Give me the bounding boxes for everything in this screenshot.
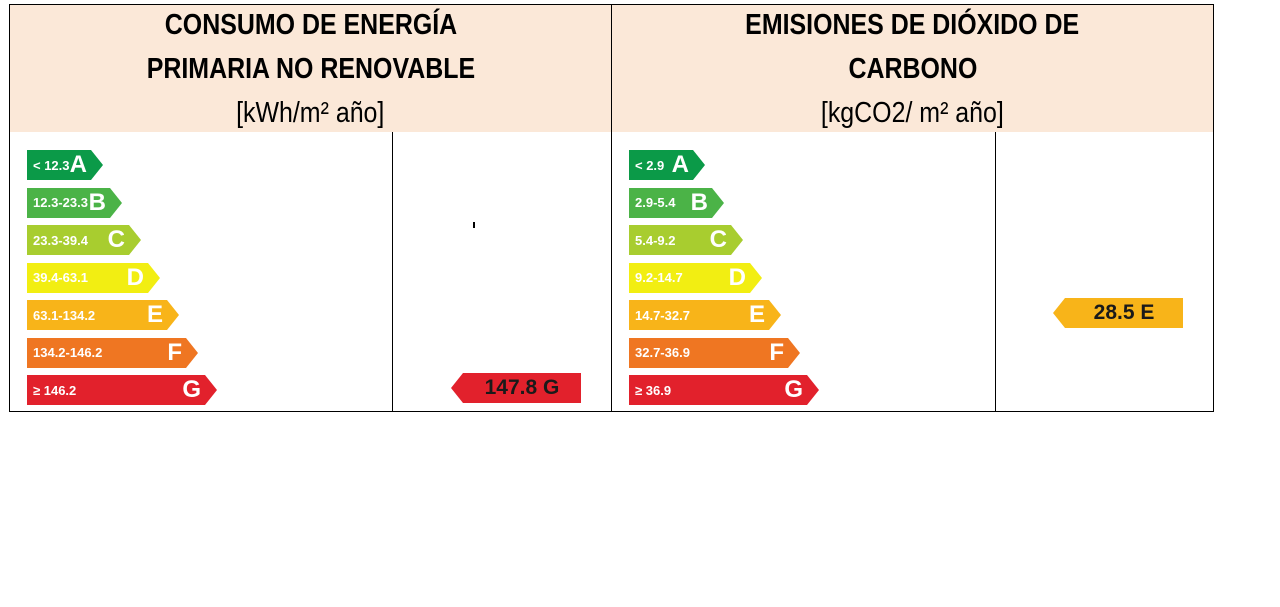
emissions-rating-arrow-tip <box>1053 298 1065 328</box>
energy-title-line2: PRIMARIA NO RENOVABLE <box>146 52 475 85</box>
energy-unit: [kWh/m² año] <box>236 96 385 129</box>
energy-header: CONSUMO DE ENERGÍA PRIMARIA NO RENOVABLE… <box>9 4 612 133</box>
emissions-band-arrow-tip <box>807 375 819 405</box>
emissions-band-arrow-tip <box>693 150 705 180</box>
energy-band-body: < 12.3 A <box>27 150 91 180</box>
energy-band-g: ≥ 146.2 G <box>27 375 217 405</box>
emissions-band-arrow-tip <box>712 187 724 218</box>
energy-band-a: < 12.3 A <box>27 150 103 180</box>
emissions-band-body: 9.2-14.7 D <box>629 262 750 293</box>
emissions-header: EMISIONES DE DIÓXIDO DE CARBONO [kgCO2/ … <box>611 4 1214 133</box>
emissions-band-d: 9.2-14.7 D <box>629 262 762 293</box>
energy-scale: < 12.3 A 12.3-23.3 B 23.3-39.4 C 39.4-63.1 D 63.… <box>9 132 394 412</box>
emissions-scale: < 2.9 A 2.9-5.4 B 5.4-9.2 C 9.2-14.7 D 14.7-32.7… <box>611 132 997 412</box>
energy-value-box: 147.8 G <box>392 132 612 412</box>
energy-rating-label: 147.8 G <box>463 373 581 403</box>
emissions-band-arrow-tip <box>769 300 781 330</box>
emissions-band-body: ≥ 36.9 G <box>629 375 807 405</box>
energy-band-arrow-tip <box>205 375 217 405</box>
energy-band-letter: A <box>69 151 87 178</box>
energy-band-d: 39.4-63.1 D <box>27 262 160 293</box>
energy-band-range: 23.3-39.4 <box>33 232 88 248</box>
emissions-band-letter: B <box>690 188 708 216</box>
energy-band-arrow-tip <box>129 225 141 255</box>
energy-band-body: 39.4-63.1 D <box>27 262 148 293</box>
energy-band-arrow-tip <box>91 150 103 180</box>
energy-band-range: 12.3-23.3 <box>33 195 88 210</box>
energy-band-range: ≥ 146.2 <box>33 382 77 398</box>
energy-title-line1: CONSUMO DE ENERGÍA <box>164 8 457 41</box>
emissions-band-letter: C <box>709 226 727 253</box>
energy-band-e: 63.1-134.2 E <box>27 300 179 330</box>
stray-mark <box>473 222 475 228</box>
energy-band-body: ≥ 146.2 G <box>27 375 205 405</box>
energy-band-letter: E <box>146 301 163 328</box>
energy-rating-indicator: 147.8 G <box>451 373 581 403</box>
emissions-band-letter: E <box>748 301 765 328</box>
emissions-band-range: 14.7-32.7 <box>635 307 690 323</box>
energy-band-c: 23.3-39.4 C <box>27 225 141 255</box>
emissions-value-box: 28.5 E <box>995 132 1214 412</box>
energy-band-arrow-tip <box>110 187 122 218</box>
emissions-title-line1: EMISIONES DE DIÓXIDO DE <box>745 8 1080 41</box>
emissions-band-body: 32.7-36.9 F <box>629 337 788 368</box>
energy-band-range: 39.4-63.1 <box>33 270 88 285</box>
emissions-unit: [kgCO2/ m² año] <box>821 96 1004 129</box>
energy-band-range: < 12.3 <box>33 157 70 173</box>
emissions-band-letter: D <box>728 263 746 291</box>
emissions-band-range: < 2.9 <box>635 157 665 173</box>
emissions-band-range: 9.2-14.7 <box>635 270 683 285</box>
emissions-band-letter: G <box>784 376 803 403</box>
emissions-band-range: 5.4-9.2 <box>635 232 676 248</box>
energy-band-b: 12.3-23.3 B <box>27 187 122 218</box>
emissions-band-body: < 2.9 A <box>629 150 693 180</box>
energy-band-range: 134.2-146.2 <box>33 345 103 360</box>
emissions-band-range: ≥ 36.9 <box>635 382 672 398</box>
emissions-band-arrow-tip <box>788 337 800 368</box>
energy-band-arrow-tip <box>167 300 179 330</box>
emissions-band-arrow-tip <box>731 225 743 255</box>
energy-band-body: 23.3-39.4 C <box>27 225 129 255</box>
emissions-band-f: 32.7-36.9 F <box>629 337 800 368</box>
emissions-title-line2: CARBONO <box>848 52 977 85</box>
energy-band-letter: D <box>126 263 144 291</box>
emissions-band-body: 2.9-5.4 B <box>629 187 712 218</box>
energy-band-letter: B <box>88 188 106 216</box>
energy-band-letter: C <box>107 226 125 253</box>
emissions-rating-indicator: 28.5 E <box>1053 298 1183 328</box>
energy-band-range: 63.1-134.2 <box>33 307 96 323</box>
energy-band-body: 12.3-23.3 B <box>27 187 110 218</box>
emissions-band-b: 2.9-5.4 B <box>629 187 724 218</box>
emissions-band-body: 14.7-32.7 E <box>629 300 769 330</box>
energy-band-f: 134.2-146.2 F <box>27 337 198 368</box>
energy-band-letter: F <box>167 338 182 366</box>
energy-rating-arrow-tip <box>451 373 463 403</box>
energy-band-arrow-tip <box>148 262 160 293</box>
emissions-band-a: < 2.9 A <box>629 150 705 180</box>
emissions-band-c: 5.4-9.2 C <box>629 225 743 255</box>
energy-band-body: 134.2-146.2 F <box>27 337 186 368</box>
energy-band-arrow-tip <box>186 337 198 368</box>
emissions-band-body: 5.4-9.2 C <box>629 225 731 255</box>
emissions-rating-label: 28.5 E <box>1065 298 1183 328</box>
emissions-band-range: 32.7-36.9 <box>635 345 690 360</box>
emissions-band-range: 2.9-5.4 <box>635 195 676 210</box>
emissions-band-e: 14.7-32.7 E <box>629 300 781 330</box>
emissions-band-arrow-tip <box>750 262 762 293</box>
energy-band-letter: G <box>182 376 201 403</box>
energy-band-body: 63.1-134.2 E <box>27 300 167 330</box>
emissions-band-g: ≥ 36.9 G <box>629 375 819 405</box>
emissions-band-letter: A <box>671 151 689 178</box>
emissions-band-letter: F <box>769 338 784 366</box>
